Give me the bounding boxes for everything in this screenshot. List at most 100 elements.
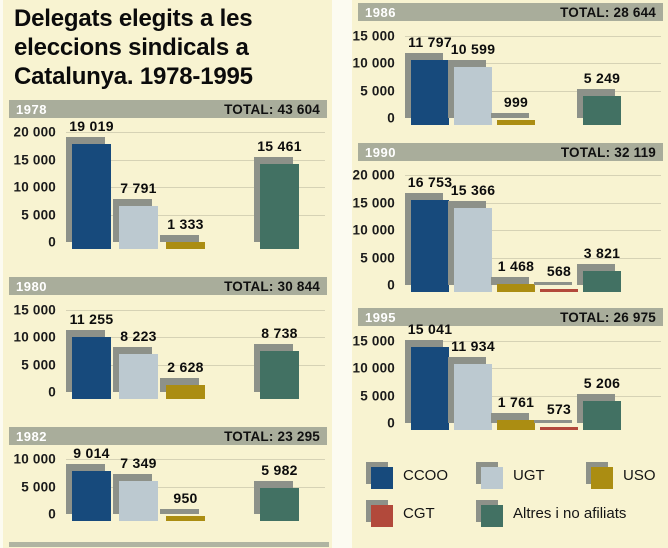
- bar-ccoo: [411, 199, 449, 292]
- chart-1980: 1980 TOTAL: 30 844 15 000 10 000 5 000 0 11 25…: [3, 277, 332, 400]
- legend-label: Altres i no afiliats: [513, 504, 627, 522]
- bar-ccoo: [72, 337, 111, 399]
- gridline: [66, 132, 325, 133]
- y-tick-label: 10 000: [13, 329, 56, 345]
- legend-label: UGT: [513, 466, 545, 484]
- chart-header: 1990 TOTAL: 32 119: [358, 143, 663, 161]
- bar-value-label: 7 791: [120, 180, 157, 197]
- bar-value-label: 8 223: [120, 327, 157, 344]
- y-tick-label: 5 000: [360, 250, 395, 265]
- y-tick-label: 0: [387, 277, 395, 293]
- y-tick-label: 15 000: [352, 195, 395, 210]
- bar-ccoo: [411, 347, 449, 430]
- bar-uso: [497, 119, 535, 125]
- chart-1986: 1986 TOTAL: 28 644 15 000 10 000 5 000 0 11 79…: [352, 3, 668, 126]
- plot-area: 10 000 5 000 0 9 014 7 349 950 5 982: [14, 445, 325, 522]
- chart-1978: 1978 TOTAL: 43 604 20 000 15 000 10 000 5 000…: [3, 100, 332, 250]
- gridline: [405, 230, 661, 231]
- legend-swatch-ccoo: [371, 466, 393, 489]
- bar-value-label: 5 249: [583, 70, 621, 87]
- gridline: [66, 187, 325, 188]
- gridline: [66, 214, 325, 216]
- chart-header: 1980 TOTAL: 30 844: [9, 277, 327, 295]
- bar-value-label: 1 333: [167, 215, 204, 232]
- bar-altres: [583, 271, 621, 292]
- gridline: [405, 202, 661, 204]
- legend-label: CCOO: [403, 466, 448, 484]
- year-label: 1978: [16, 101, 47, 117]
- plot-area: 15 000 10 000 5 000 0 11 797 10 599 999 5 249: [353, 28, 661, 126]
- legend-row: CCOO UGT USO: [366, 462, 664, 489]
- chart-header: 1978 TOTAL: 43 604: [9, 100, 327, 118]
- bar-altres: [260, 488, 299, 521]
- plot-area: 20 000 15 000 10 000 5 000 0 19 019 7 791 1 333…: [14, 118, 325, 250]
- y-tick-label: 0: [387, 415, 395, 431]
- bar-value-label: 2 628: [167, 358, 204, 375]
- gridline: [405, 340, 661, 342]
- legend-label: USO: [623, 466, 656, 484]
- total-label: TOTAL: 32 119: [560, 144, 656, 160]
- y-tick-label: 0: [48, 506, 56, 522]
- bar-ccoo: [411, 60, 449, 125]
- legend-item-ccoo: CCOO: [366, 462, 476, 489]
- bar-cgt: [540, 426, 578, 430]
- gridline: [66, 309, 325, 311]
- bar-value-label: 11 934: [451, 338, 495, 355]
- bar-uso: [497, 283, 535, 292]
- bar-value-label: 8 738: [261, 324, 298, 341]
- chart-1982: 1982 TOTAL: 23 295 10 000 5 000 0 9 014 7 349 9…: [3, 427, 332, 522]
- legend-item-cgt: CGT: [366, 500, 476, 527]
- chart-header: 1986 TOTAL: 28 644: [358, 3, 663, 21]
- plot-area: 20 000 15 000 10 000 5 000 0 16 753 15 366 1 46…: [353, 168, 661, 293]
- bar-ccoo: [72, 471, 111, 521]
- y-tick-label: 10 000: [352, 55, 395, 71]
- gridline: [405, 395, 661, 397]
- bar-altres: [583, 401, 621, 430]
- plot-area: 15 000 10 000 5 000 0 11 255 8 223 2 628 8 738: [14, 302, 325, 400]
- bar-value-label: 573: [546, 400, 572, 417]
- bar-value-label: 568: [546, 262, 572, 279]
- bar-value-label: 9 014: [73, 445, 110, 462]
- y-tick-label: 20 000: [13, 124, 56, 140]
- bar-ugt: [119, 480, 158, 521]
- y-tick-label: 0: [387, 110, 395, 126]
- page-title: Delegats elegits a les eleccions sindica…: [14, 4, 326, 91]
- chart-1995: 1995 TOTAL: 26 975 15 000 10 000 5 000 0 15 04…: [352, 308, 668, 431]
- cutoff-header-strip: [9, 542, 329, 547]
- gridline: [405, 368, 661, 369]
- bar-value-label: 11 797: [408, 34, 452, 51]
- total-label: TOTAL: 26 975: [560, 309, 656, 325]
- y-tick-label: 20 000: [352, 167, 395, 183]
- plot-area: 15 000 10 000 5 000 0 15 041 11 934 1 761 573 5 …: [353, 321, 661, 431]
- bar-ugt: [454, 207, 492, 292]
- y-tick-label: 5 000: [360, 388, 395, 403]
- right-panel: 1986 TOTAL: 28 644 15 000 10 000 5 000 0 11 79…: [352, 0, 668, 548]
- total-label: TOTAL: 43 604: [224, 101, 320, 117]
- title-line: eleccions sindicals a: [14, 34, 249, 61]
- y-tick-label: 10 000: [352, 222, 395, 238]
- y-tick-label: 0: [48, 384, 56, 400]
- legend-row: CGT Altres i no afiliats: [366, 500, 664, 527]
- year-label: 1995: [365, 309, 396, 325]
- y-tick-label: 10 000: [352, 360, 395, 376]
- gridline: [405, 257, 661, 259]
- title-line: Delegats elegits a les: [14, 5, 253, 32]
- bar-value-label: 10 599: [450, 40, 496, 57]
- y-tick-label: 5 000: [21, 207, 56, 222]
- gridline: [405, 63, 661, 64]
- gridline: [66, 159, 325, 161]
- y-tick-label: 5 000: [360, 83, 395, 98]
- bar-value-label: 950: [173, 489, 198, 506]
- legend: CCOO UGT USO CGT Altres i no afiliats: [366, 462, 664, 538]
- year-label: 1980: [16, 278, 47, 294]
- bar-value-label: 15 041: [407, 321, 453, 338]
- y-tick-label: 15 000: [13, 152, 56, 167]
- bar-altres: [583, 96, 621, 125]
- bar-value-label: 999: [503, 93, 529, 110]
- bar-uso: [497, 420, 535, 430]
- y-tick-label: 15 000: [352, 28, 395, 43]
- bar-value-label: 5 982: [261, 462, 298, 479]
- gridline: [66, 486, 325, 488]
- gridline: [66, 337, 325, 338]
- legend-swatch-cgt: [371, 504, 393, 527]
